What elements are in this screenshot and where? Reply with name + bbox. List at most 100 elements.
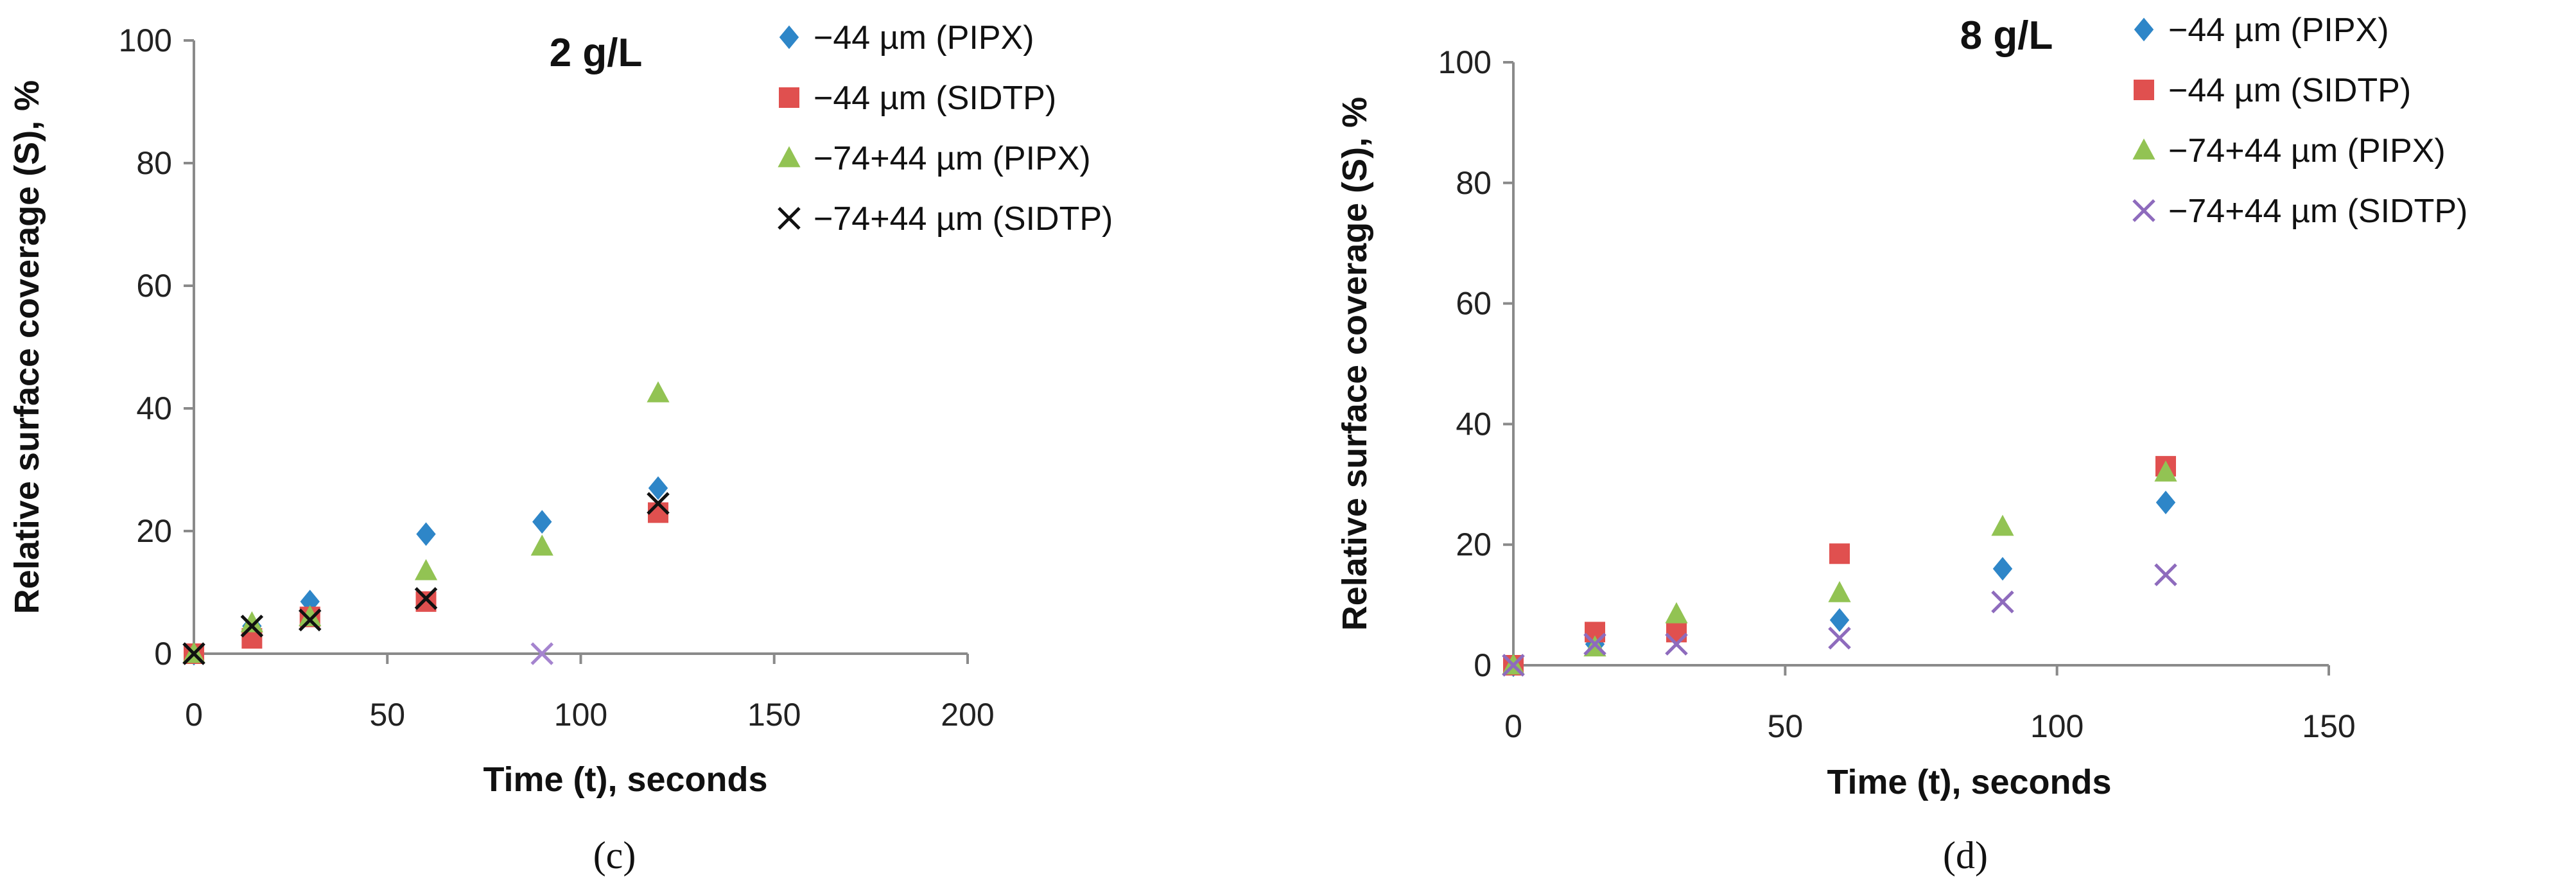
legend-label: −74+44 µm (PIPX) <box>2168 132 2446 170</box>
x-tick-label: 150 <box>747 697 801 733</box>
y-tick-label: 80 <box>136 145 172 181</box>
marker-stroke <box>1991 590 2014 614</box>
marker-stroke <box>1502 654 1525 677</box>
y-tick-label: 80 <box>1456 165 1492 201</box>
legend-label: −44 µm (PIPX) <box>2168 12 2389 49</box>
y-axis-title: Relative surface coverage (S), % <box>8 80 46 614</box>
x-axis-title: Time (t), seconds <box>483 760 767 799</box>
data-point <box>1828 580 1851 602</box>
legend-marker <box>778 146 801 168</box>
marker-stroke <box>1665 633 1688 656</box>
x-tick-label: 100 <box>2030 708 2084 744</box>
legend-label: −74+44 µm (PIPX) <box>814 140 1091 177</box>
series-1 <box>1503 456 2176 676</box>
y-tick-label: 0 <box>1474 647 1492 683</box>
data-point <box>1991 590 2014 614</box>
legend-marker <box>2134 17 2154 42</box>
marker-stroke <box>1583 633 1606 656</box>
data-point <box>1502 654 1525 677</box>
data-point <box>648 502 668 523</box>
y-tick-label: 0 <box>154 636 172 672</box>
data-point <box>530 534 553 556</box>
data-point <box>1666 622 1687 643</box>
marker-stroke <box>1828 626 1851 650</box>
data-point <box>1829 608 1850 632</box>
legend-entry: −74+44 µm (SIDTP) <box>778 200 1113 238</box>
marker-stroke <box>414 587 438 610</box>
legend-entry: −44 µm (SIDTP) <box>2134 72 2411 109</box>
legend-entry: −74+44 µm (PIPX) <box>2132 132 2446 170</box>
marker-stroke <box>182 642 205 665</box>
data-point <box>414 559 438 580</box>
y-tick-label: 60 <box>1456 286 1492 322</box>
series-2 <box>1502 460 2177 675</box>
marker-stroke <box>2154 563 2177 586</box>
legend-entry: −44 µm (PIPX) <box>779 19 1034 57</box>
data-point <box>647 492 670 515</box>
figure-caption: (d) <box>1943 834 1988 877</box>
data-point <box>1583 633 1606 656</box>
series-3 <box>182 492 670 665</box>
legend-marker <box>2134 80 2154 100</box>
series-4 <box>530 642 554 665</box>
y-tick-label: 20 <box>1456 527 1492 563</box>
legend-label: −74+44 µm (SIDTP) <box>814 200 1113 238</box>
marker-stroke <box>298 608 322 632</box>
x-tick-label: 200 <box>941 697 994 733</box>
marker-stroke <box>240 615 264 638</box>
legend-entry: −44 µm (PIPX) <box>2134 12 2389 49</box>
chart-panel-d: 0 20 40 60 80 100 0 50 100 150 8 g/L Time (t), seco… <box>1336 12 2467 877</box>
data-point <box>1991 514 2014 536</box>
legend-entry: −74+44 µm (SIDTP) <box>2132 193 2467 230</box>
legend-entry: −44 µm (SIDTP) <box>779 80 1056 117</box>
data-point <box>530 642 554 665</box>
legend-marker <box>779 87 799 108</box>
legend-entry: −74+44 µm (PIPX) <box>778 140 1091 177</box>
data-point <box>1665 633 1688 656</box>
x-tick-label: 150 <box>2302 708 2355 744</box>
x-tick-label: 50 <box>1768 708 1804 744</box>
data-point <box>532 510 552 534</box>
data-point <box>240 611 263 633</box>
y-tick-label: 60 <box>136 268 172 304</box>
data-point <box>299 605 322 627</box>
marker-stroke <box>647 492 670 515</box>
data-point <box>182 642 205 665</box>
y-tick-label: 100 <box>1438 44 1492 80</box>
data-point <box>414 587 438 610</box>
data-point <box>2154 563 2177 586</box>
x-tick-label: 100 <box>554 697 607 733</box>
y-axis-title: Relative surface coverage (S), % <box>1336 97 1374 631</box>
chart-title: 8 g/L <box>1960 13 2053 58</box>
data-point <box>1992 557 2013 581</box>
y-tick-label: 40 <box>136 390 172 426</box>
legend-label: −44 µm (SIDTP) <box>2168 72 2411 109</box>
data-point <box>2155 491 2176 514</box>
data-point <box>648 476 668 500</box>
x-tick-label: 50 <box>369 697 405 733</box>
data-point <box>416 522 436 546</box>
data-point <box>1665 602 1688 624</box>
chart-title: 2 g/L <box>550 31 643 75</box>
data-point <box>2154 460 2177 482</box>
chart-panel-c: 0 20 40 60 80 100 0 50 100 150 200 2 g/L Time (t), s… <box>8 19 1113 877</box>
data-point <box>298 608 322 632</box>
marker-stroke <box>2132 199 2155 222</box>
data-point <box>1828 626 1851 650</box>
legend-marker <box>2132 199 2155 222</box>
data-point <box>647 381 670 403</box>
legend-label: −44 µm (SIDTP) <box>814 80 1056 117</box>
x-tick-label: 0 <box>185 697 203 733</box>
x-axis-title: Time (t), seconds <box>1827 763 2111 801</box>
legend-marker <box>2132 138 2155 160</box>
x-tick-label: 0 <box>1504 708 1522 744</box>
y-tick-label: 100 <box>119 22 172 58</box>
legend-marker <box>778 207 801 230</box>
marker-stroke <box>778 207 801 230</box>
legend-label: −44 µm (PIPX) <box>814 19 1034 57</box>
marker-stroke <box>530 642 554 665</box>
series-3 <box>1502 563 2177 677</box>
data-point <box>415 591 437 612</box>
legend-label: −74+44 µm (SIDTP) <box>2168 193 2467 230</box>
legend-marker <box>779 25 799 49</box>
